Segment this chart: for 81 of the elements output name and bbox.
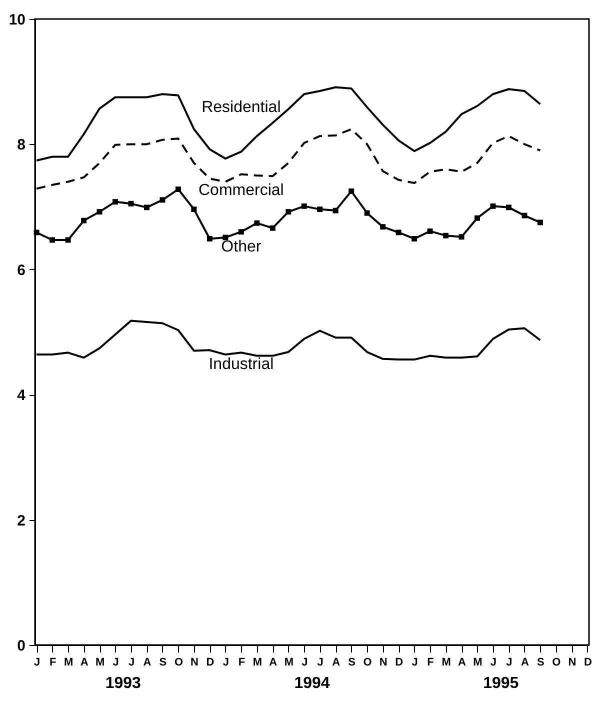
text: 1993 xyxy=(105,675,142,692)
x-tick-label: N xyxy=(568,656,576,668)
series-label: Residential xyxy=(202,98,281,116)
x-tick-label: S xyxy=(537,656,544,668)
y-tick-label: 10 xyxy=(8,12,26,28)
point xyxy=(191,206,197,212)
x-tick-label: A xyxy=(143,656,152,668)
point xyxy=(144,204,150,210)
x-tick-label: F xyxy=(427,656,434,668)
point xyxy=(332,208,338,214)
point xyxy=(301,203,307,209)
x-tick-label: M xyxy=(252,656,262,668)
x-tick-label: J xyxy=(128,656,135,668)
point xyxy=(65,237,71,243)
y-tick-label: 8 xyxy=(17,136,26,154)
x-tick-label: F xyxy=(49,656,56,668)
point xyxy=(286,209,292,215)
point xyxy=(206,236,212,242)
x-tick-label: O xyxy=(552,656,562,668)
point xyxy=(238,229,244,235)
point xyxy=(128,200,134,206)
point xyxy=(443,232,449,238)
point xyxy=(81,218,87,224)
x-tick-label: A xyxy=(80,656,88,668)
y-tick-label: 6 xyxy=(17,262,26,279)
x-tick-label: N xyxy=(379,656,388,668)
x-tick-label: J xyxy=(112,656,119,668)
point xyxy=(112,199,118,205)
point xyxy=(522,212,528,218)
point xyxy=(160,197,166,203)
y-tick-label: 2 xyxy=(17,512,26,530)
x-tick-label: O xyxy=(363,656,372,668)
point xyxy=(474,215,480,221)
point xyxy=(348,188,354,194)
x-tick-label: O xyxy=(174,656,184,668)
x-tick-label: A xyxy=(520,656,529,668)
x-tick-label: J xyxy=(317,656,324,668)
point xyxy=(96,209,102,215)
x-tick-label: M xyxy=(284,656,294,668)
point xyxy=(270,225,276,231)
y-tick-label: 4 xyxy=(17,387,26,404)
point xyxy=(317,206,323,212)
x-tick-label: M xyxy=(442,656,451,668)
series-label: Other xyxy=(221,238,262,256)
text: 1995 xyxy=(483,675,519,692)
point xyxy=(427,228,433,234)
x-tick-label: D xyxy=(206,656,214,668)
x-tick-label: S xyxy=(348,656,356,668)
x-tick-label: J xyxy=(302,656,308,668)
point xyxy=(34,230,40,236)
x-tick-label: J xyxy=(490,656,497,668)
point xyxy=(537,220,543,226)
point xyxy=(458,234,464,240)
series-label: Commercial xyxy=(198,182,284,199)
x-tick-label: J xyxy=(506,656,512,668)
point xyxy=(175,186,181,192)
x-tick-label: M xyxy=(64,656,74,668)
text: 1994 xyxy=(294,675,330,692)
point xyxy=(490,203,496,209)
y-tick-label: 0 xyxy=(17,638,26,654)
x-tick-label: A xyxy=(269,656,278,668)
x-tick-label: J xyxy=(222,656,229,668)
x-tick-label: M xyxy=(95,656,105,668)
x-tick-label: J xyxy=(412,656,418,668)
point xyxy=(50,237,56,243)
point xyxy=(364,210,370,216)
x-tick-label: D xyxy=(395,656,404,668)
x-tick-label: J xyxy=(34,656,40,668)
x-tick-label: F xyxy=(238,656,246,668)
point xyxy=(380,224,386,230)
point xyxy=(254,220,260,226)
point xyxy=(506,204,512,210)
x-tick-label: S xyxy=(159,656,167,668)
x-tick-label: A xyxy=(332,656,340,668)
point xyxy=(396,230,402,236)
x-tick-label: A xyxy=(458,656,466,668)
x-tick-label: D xyxy=(584,656,592,668)
series-label: Industrial xyxy=(208,356,274,373)
x-tick-label: N xyxy=(190,656,198,668)
point xyxy=(412,236,418,242)
x-tick-label: M xyxy=(473,656,482,668)
